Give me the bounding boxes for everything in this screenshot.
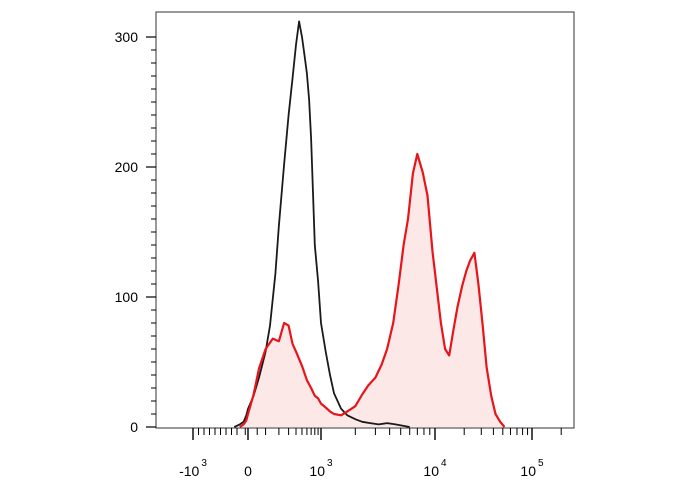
axes-layer: 0 100 200 300 -10 3 0 10 3 10 4 10 5 bbox=[115, 29, 562, 479]
y-tick-label: 200 bbox=[115, 159, 139, 175]
x-tick-label: 0 bbox=[244, 463, 252, 479]
series-layer bbox=[233, 20, 506, 428]
x-tick-label: -10 3 bbox=[179, 458, 207, 479]
series-0-line bbox=[233, 20, 410, 428]
plot-frame bbox=[155, 11, 575, 429]
y-tick-label: 100 bbox=[115, 289, 139, 305]
x-tick-label: 10 5 bbox=[520, 458, 544, 479]
y-tick-label: 300 bbox=[115, 29, 139, 45]
series-1-fill bbox=[239, 154, 505, 427]
x-tick-label: 10 4 bbox=[423, 458, 447, 479]
x-tick-label: 10 3 bbox=[309, 458, 333, 479]
y-tick-label: 0 bbox=[130, 419, 138, 435]
series-1-line bbox=[239, 152, 506, 428]
